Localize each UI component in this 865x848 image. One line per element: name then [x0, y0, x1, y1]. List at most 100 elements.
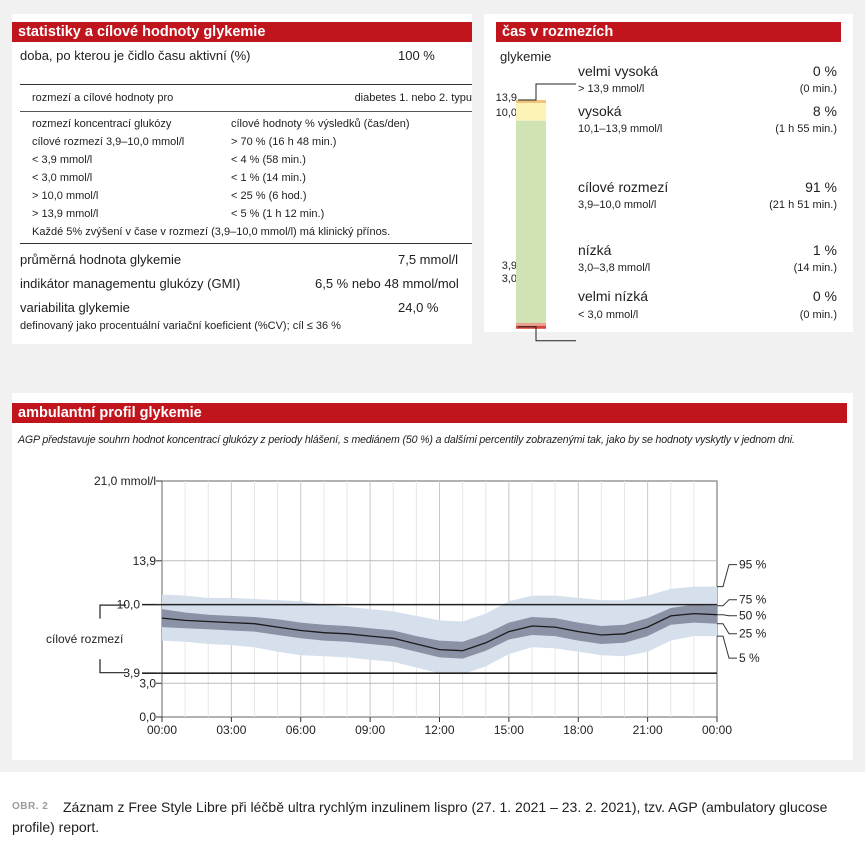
target-row-2: < 1 % (14 min.): [231, 172, 306, 184]
gmi-label: indikátor managementu glukózy (GMI): [20, 276, 241, 291]
connector-line: [518, 83, 576, 101]
range-row-3: > 10,0 mmol/l: [32, 190, 99, 202]
x-tick-label: 21:00: [633, 723, 663, 737]
seg-name-very-high: velmi vysoká: [578, 63, 659, 79]
x-tick-label: 15:00: [494, 723, 524, 737]
var-label: variabilita glykemie: [20, 300, 130, 315]
mean-label: průměrná hodnota glykemie: [20, 252, 182, 267]
x-tick-label: 18:00: [563, 723, 593, 737]
tir-subtitle: glykemie: [500, 49, 552, 64]
percentile-leader: [717, 564, 737, 588]
tir-tick-139: 13,9: [495, 92, 517, 104]
gmi-value: 6,5 % nebo 48 mmol/mol: [315, 276, 459, 291]
tir-tick-100: 10,0: [495, 107, 517, 119]
y-tick-label: 3,9: [123, 666, 140, 680]
target-row-3: < 25 % (6 hod.): [231, 190, 307, 202]
seg-pct-low: 1 %: [812, 242, 837, 258]
x-tick-label: 03:00: [216, 723, 246, 737]
seg-pct-very-high: 0 %: [812, 63, 837, 79]
var-value: 24,0 %: [398, 300, 439, 315]
agp-chart: cílové rozmezí 21,0 mmol/l 13,9 10,0 3,93,0 0…: [46, 474, 767, 737]
target-row-4: < 5 % (1 h 12 min.): [231, 208, 325, 220]
sensor-label: doba, po kterou je čidlo času aktivní (%…: [20, 48, 251, 63]
x-tick-label: 00:00: [702, 723, 732, 737]
y-tick-label: 10,0: [117, 598, 141, 612]
seg-range-low: 3,0–3,8 mmol/l: [578, 262, 651, 274]
range-row-4: > 13,9 mmol/l: [32, 208, 99, 220]
seg-range-target: 3,9–10,0 mmol/l: [578, 199, 657, 211]
range-row-2: < 3,0 mmol/l: [32, 172, 93, 184]
seg-pct-high: 8 %: [812, 103, 837, 119]
seg-time-high: (1 h 55 min.): [775, 123, 837, 135]
mean-value: 7,5 mmol/l: [398, 252, 458, 267]
target-row-0: > 70 % (16 h 48 min.): [231, 136, 337, 148]
y-tick-label: 13,9: [133, 554, 157, 568]
note: Každé 5% zvýšení v čase v rozmezí (3,9–1…: [32, 226, 391, 238]
seg-time-very-low: (0 min.): [799, 309, 837, 321]
ranges-for: diabetes 1. nebo 2. typu: [354, 92, 472, 104]
y-tick-label: 0,0: [139, 710, 156, 724]
x-tick-label: 09:00: [355, 723, 385, 737]
connector-line: [518, 326, 576, 342]
seg-name-high: vysoká: [578, 103, 622, 119]
tir-card: čas v rozmezích glykemie 13,9 10,0 3,9 3…: [484, 14, 853, 342]
percentile-leader: [717, 614, 737, 617]
caption-label: OBR. 2: [12, 801, 49, 812]
seg-name-very-low: velmi nízká: [578, 288, 649, 304]
tir-header: čas v rozmezích: [496, 22, 841, 42]
tir-tick-39: 3,9: [501, 260, 517, 272]
target-row-1: < 4 % (58 min.): [231, 154, 306, 166]
seg-time-very-high: (0 min.): [799, 83, 837, 95]
agp-description: AGP představuje souhrn hodnot koncentrac…: [18, 434, 795, 446]
divider: [20, 243, 472, 244]
tir-tick-30: 3,0: [501, 273, 517, 285]
bracket-top: [99, 604, 126, 619]
x-tick-label: 00:00: [147, 723, 177, 737]
seg-range-very-high: > 13,9 mmol/l: [578, 83, 645, 95]
seg-time-low: (14 min.): [793, 262, 837, 274]
range-row-1: < 3,9 mmol/l: [32, 154, 93, 166]
median-line: [161, 612, 718, 652]
bracket-bottom: [99, 659, 126, 674]
divider: [20, 84, 472, 85]
tir-bar: [516, 83, 576, 342]
agp-card: ambulantní profil glykemie AGP představu…: [12, 393, 853, 760]
x-tick-label: 06:00: [286, 723, 316, 737]
seg-range-high: 10,1–13,9 mmol/l: [578, 123, 663, 135]
seg-name-target: cílové rozmezí: [578, 179, 669, 195]
percentile-label: 5 %: [739, 651, 760, 665]
stats-header: statistiky a cílové hodnoty glykemie: [12, 22, 472, 42]
seg-pct-very-low: 0 %: [812, 288, 837, 304]
seg-bar-high: [516, 103, 546, 121]
ranges-label: rozmezí a cílové hodnoty pro: [32, 92, 174, 104]
agp-header: ambulantní profil glykemie: [12, 403, 847, 423]
stats-card: statistiky a cílové hodnoty glykemie dob…: [12, 14, 472, 344]
percentile-label: 75 %: [739, 593, 767, 607]
y-tick-label: 21,0 mmol/l: [94, 474, 156, 488]
band-25-75: [162, 604, 717, 659]
band-5-95: [162, 586, 717, 675]
x-tick-label: 12:00: [424, 723, 454, 737]
target-range-label: cílové rozmezí: [46, 632, 124, 646]
col1-header: rozmezí koncentrací glukózy: [32, 118, 172, 130]
seg-bar-low: [516, 322, 546, 326]
sensor-value: 100 %: [398, 48, 435, 63]
range-row-0: cílové rozmezí 3,9–10,0 mmol/l: [32, 136, 185, 148]
seg-name-low: nízká: [578, 242, 612, 258]
caption-text: Záznam z Free Style Libre při léčbě ultr…: [12, 799, 828, 835]
var-note: definovaný jako procentuální variační ko…: [20, 320, 341, 332]
seg-time-target: (21 h 51 min.): [769, 199, 837, 211]
percentile-leader: [717, 599, 737, 607]
seg-bar-target: [516, 120, 546, 323]
seg-pct-target: 91 %: [805, 179, 837, 195]
seg-range-very-low: < 3,0 mmol/l: [578, 309, 639, 321]
seg-bar-very-high: [516, 100, 546, 103]
divider: [20, 111, 472, 112]
percentile-label: 50 %: [739, 609, 767, 623]
col2-header: cílové hodnoty % výsledků (čas/den): [231, 118, 410, 130]
percentile-label: 25 %: [739, 627, 767, 641]
percentile-leader: [717, 623, 737, 635]
percentile-leader: [717, 635, 737, 659]
y-tick-label: 3,0: [139, 676, 156, 690]
percentile-label: 95 %: [739, 558, 767, 572]
